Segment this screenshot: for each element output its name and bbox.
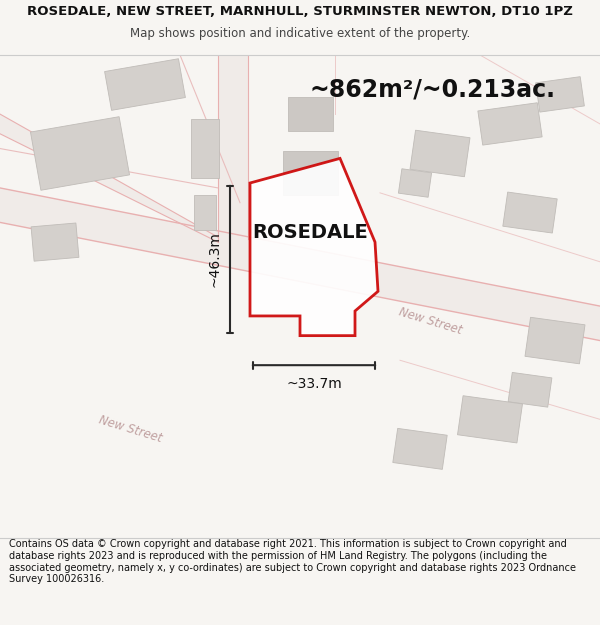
Text: New Street: New Street [97, 413, 163, 445]
Polygon shape [194, 196, 216, 230]
Text: ~46.3m: ~46.3m [208, 231, 222, 288]
Polygon shape [410, 130, 470, 177]
Polygon shape [393, 428, 447, 469]
Polygon shape [104, 59, 185, 111]
Polygon shape [218, 55, 248, 242]
Text: Contains OS data © Crown copyright and database right 2021. This information is : Contains OS data © Crown copyright and d… [9, 539, 576, 584]
Polygon shape [191, 119, 219, 178]
Polygon shape [31, 223, 79, 261]
Polygon shape [0, 114, 218, 242]
Polygon shape [250, 158, 378, 336]
Polygon shape [287, 97, 332, 131]
Polygon shape [525, 318, 585, 364]
Text: Map shows position and indicative extent of the property.: Map shows position and indicative extent… [130, 28, 470, 41]
Text: ~33.7m: ~33.7m [286, 377, 342, 391]
Polygon shape [0, 188, 600, 341]
Polygon shape [31, 117, 130, 190]
Polygon shape [458, 396, 523, 443]
Polygon shape [398, 169, 431, 198]
Text: New Street: New Street [397, 305, 463, 337]
Text: ROSEDALE: ROSEDALE [252, 222, 368, 242]
Polygon shape [508, 372, 552, 407]
Polygon shape [283, 151, 337, 196]
Polygon shape [503, 192, 557, 233]
Polygon shape [478, 102, 542, 145]
Polygon shape [536, 77, 584, 112]
Text: ~862m²/~0.213ac.: ~862m²/~0.213ac. [310, 78, 556, 101]
Text: ROSEDALE, NEW STREET, MARNHULL, STURMINSTER NEWTON, DT10 1PZ: ROSEDALE, NEW STREET, MARNHULL, STURMINS… [27, 5, 573, 18]
